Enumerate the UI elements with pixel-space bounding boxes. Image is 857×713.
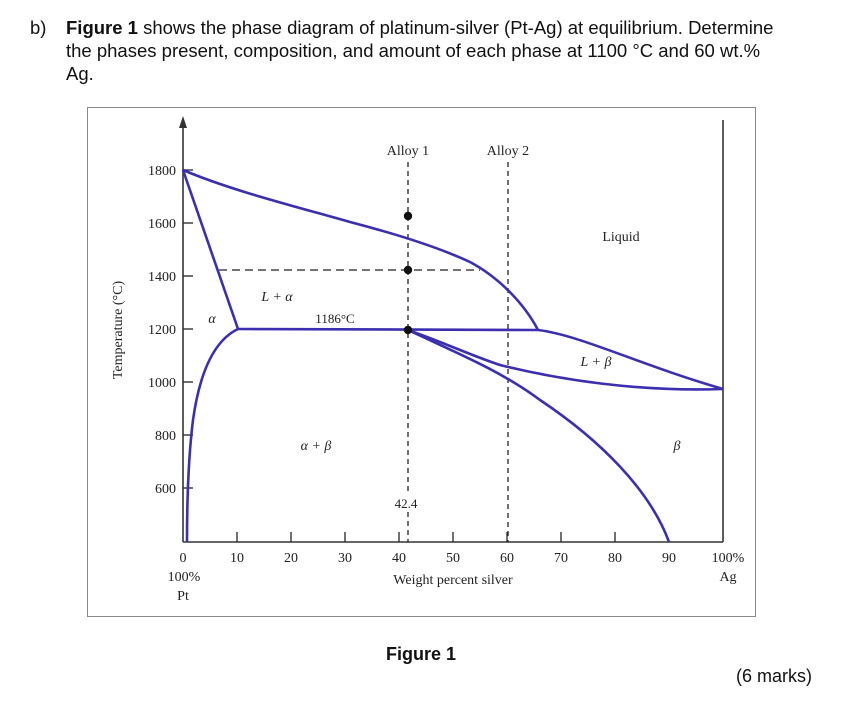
region-liquid: Liquid xyxy=(602,230,639,245)
alloy-labels: Alloy 1 Alloy 2 42.4 xyxy=(387,144,529,511)
y-tick-label: 1400 xyxy=(148,270,176,285)
phase-boundaries xyxy=(181,168,724,543)
x-left-sublabel: 100% xyxy=(168,570,201,585)
question-label: b) xyxy=(30,17,47,38)
x-ticks xyxy=(236,532,616,542)
liquidus-pt-side xyxy=(182,168,540,331)
figure-caption: Figure 1 xyxy=(386,644,457,664)
y-axis-arrow-icon xyxy=(179,116,187,128)
x-tick-labels: 0 10 20 30 40 50 60 70 80 90 100% 100% P… xyxy=(168,551,745,604)
y-tick-label: 1800 xyxy=(148,164,176,179)
x-tick-label: 10 xyxy=(230,551,244,566)
x-right-sublabel: Ag xyxy=(719,570,736,585)
x-tick-label: 100% xyxy=(712,551,745,566)
x-tick-label: 70 xyxy=(554,551,568,566)
peritectic-isotherm xyxy=(237,327,539,332)
y-tick-label: 600 xyxy=(155,482,176,497)
x-tick-label: 50 xyxy=(446,551,460,566)
solidus-beta xyxy=(407,328,724,391)
y-axis-label: Temperature (°C) xyxy=(111,281,126,380)
solidus-alpha xyxy=(181,169,240,330)
region-labels: Liquid L + α α L + β α + β β 1186°C xyxy=(208,230,680,454)
question-line-3: Ag. xyxy=(66,63,94,84)
x-tick-label: 30 xyxy=(338,551,352,566)
marks-label: (6 marks) xyxy=(736,666,812,686)
alloy-1-label: Alloy 1 xyxy=(387,144,429,159)
y-tick-label: 800 xyxy=(155,429,176,444)
solvus-alpha xyxy=(185,327,239,543)
region-alpha-beta: α + β xyxy=(301,439,332,454)
question-line-2: the phases present, composition, and amo… xyxy=(66,40,761,61)
x-axis-label: Weight percent silver xyxy=(393,573,513,588)
question-line-1: shows the phase diagram of platinum-silv… xyxy=(137,17,774,38)
x-tick-label: 0 xyxy=(180,551,187,566)
liquidus-ag-side xyxy=(537,328,724,391)
y-tick-label: 1600 xyxy=(148,217,176,232)
isotherm-temperature-label: 1186°C xyxy=(315,311,354,326)
x-tick-label: 20 xyxy=(284,551,298,566)
point-1186 xyxy=(403,325,413,335)
y-tick-labels: 1800 1600 1400 1200 1000 800 600 xyxy=(148,164,176,497)
figure-reference: Figure 1 xyxy=(66,17,138,38)
region-l-alpha: L + α xyxy=(260,290,293,305)
region-alpha: α xyxy=(208,312,216,327)
point-1620 xyxy=(403,211,413,221)
figure-frame xyxy=(87,107,756,617)
region-l-beta: L + β xyxy=(580,355,612,370)
y-tick-label: 1000 xyxy=(148,376,176,391)
question-text: Figure 1 shows the phase diagram of plat… xyxy=(66,16,836,85)
alloy-1-composition-label: 42.4 xyxy=(395,496,418,511)
y-tick-label: 1200 xyxy=(148,323,176,338)
x-left-sublabel: Pt xyxy=(177,589,189,604)
alloy-2-label: Alloy 2 xyxy=(487,144,529,159)
x-tick-label: 80 xyxy=(608,551,622,566)
point-1400 xyxy=(403,265,413,275)
x-tick-label: 40 xyxy=(392,551,406,566)
x-tick-label: 60 xyxy=(500,551,514,566)
x-tick-label: 90 xyxy=(662,551,676,566)
solvus-beta xyxy=(407,328,671,543)
alloy1-points xyxy=(403,211,413,335)
region-beta: β xyxy=(673,439,681,454)
